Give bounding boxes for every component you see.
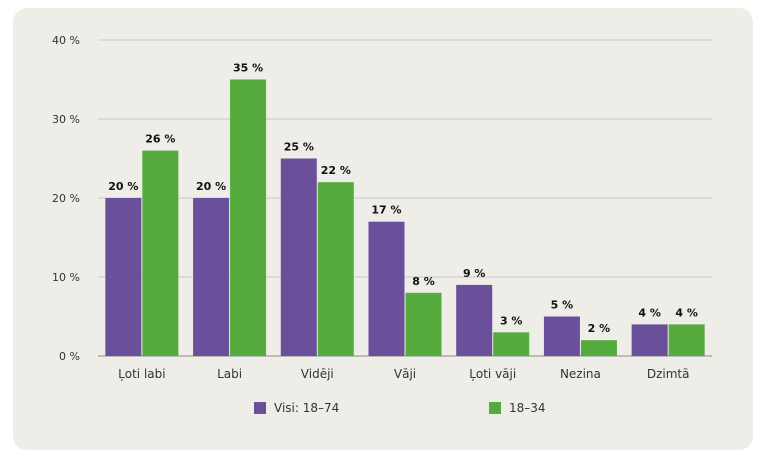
y-tick-label: 0 % — [59, 350, 80, 363]
y-tick-label: 20 % — [52, 192, 80, 205]
x-tick-label: Vidēji — [301, 367, 334, 381]
data-labels: 20 % 26 % 20 % 35 % 25 % 22 % 17 % 8 % 9 % 3 % 5 %… — [108, 62, 698, 336]
x-axis-ticks: Ļoti labi Labi Vidēji Vāji Ļoti vāji Nezina Dz… — [118, 367, 689, 381]
bar-18-34 — [317, 182, 354, 356]
bar-18-34 — [142, 150, 179, 356]
data-label: 5 % — [551, 299, 574, 312]
data-label: 4 % — [675, 306, 698, 319]
data-label: 2 % — [588, 322, 611, 335]
gridlines — [98, 39, 712, 357]
data-label: 3 % — [500, 314, 523, 327]
data-label: 20 % — [108, 180, 138, 193]
data-label: 4 % — [638, 306, 661, 319]
y-tick-label: 10 % — [52, 271, 80, 284]
data-label: 20 % — [196, 180, 226, 193]
legend-label: Visi: 18–74 — [274, 401, 339, 415]
bar-visi — [631, 324, 668, 356]
data-label: 8 % — [412, 275, 435, 288]
data-label: 22 % — [321, 164, 351, 177]
data-label: 9 % — [463, 267, 486, 280]
data-label: 25 % — [284, 141, 314, 154]
bars — [105, 79, 705, 356]
bar-visi — [105, 198, 142, 356]
legend: Visi: 18–74 18–34 — [254, 401, 546, 415]
bar-visi — [193, 198, 230, 356]
x-tick-label: Ļoti labi — [118, 367, 166, 381]
x-tick-label: Dzimtā — [647, 367, 690, 381]
bar-18-34 — [230, 79, 267, 356]
y-tick-label: 40 % — [52, 34, 80, 47]
x-tick-label: Nezina — [560, 367, 601, 381]
bar-18-34 — [405, 292, 442, 356]
bar-visi — [456, 284, 493, 356]
bar-18-34 — [493, 332, 530, 356]
bar-visi — [368, 221, 405, 356]
legend-swatch — [489, 402, 501, 414]
bar-visi — [543, 316, 580, 356]
x-tick-label: Vāji — [394, 367, 416, 381]
legend-swatch — [254, 402, 266, 414]
bar-18-34 — [580, 340, 617, 356]
bar-18-34 — [668, 324, 705, 356]
bar-visi — [280, 158, 317, 356]
data-label: 26 % — [145, 133, 175, 146]
legend-label: 18–34 — [509, 401, 546, 415]
data-label: 35 % — [233, 62, 263, 75]
data-label: 17 % — [371, 204, 401, 217]
y-axis-ticks: 0 % 10 % 20 % 30 % 40 % — [52, 34, 80, 363]
x-tick-label: Labi — [217, 367, 242, 381]
y-tick-label: 30 % — [52, 113, 80, 126]
x-tick-label: Ļoti vāji — [469, 367, 516, 381]
